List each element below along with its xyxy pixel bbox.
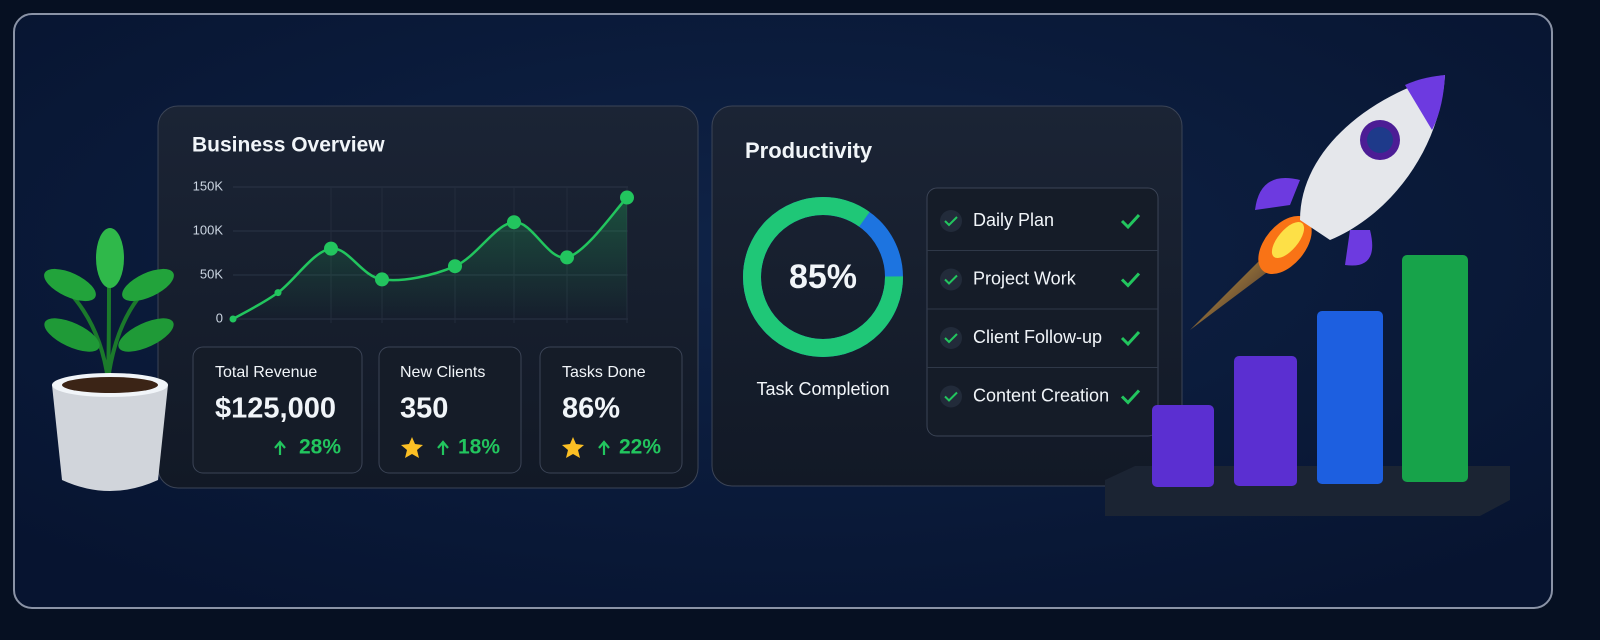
task-label: Project Work [973,268,1077,288]
task-label: Content Creation [973,385,1109,405]
up-arrow [437,440,449,455]
point [375,272,389,287]
done-icon [1120,389,1141,405]
point [507,215,521,230]
check-icon [944,391,958,402]
kpi-change: 22% [619,436,661,459]
kpi-value: 86% [562,393,620,425]
task-list: Daily Plan Project Work Client Follow-up Co… [927,210,1158,408]
point [324,241,338,256]
check-icon [944,216,958,227]
check-badge [940,210,962,232]
card-title: Productivity [745,138,873,163]
done-icon [1120,272,1141,288]
kpi-title: Tasks Done [562,364,646,381]
kpi-change: 28% [299,436,341,459]
kpi-card: New Clients 350 18% [378,346,522,474]
star-icon [401,437,423,458]
done-icon [1120,213,1141,230]
point [274,289,282,297]
area-glow [233,197,627,319]
kpi-box [192,346,363,474]
kpi-title: Total Revenue [215,364,317,381]
kpi-box [378,346,522,474]
point [448,259,462,274]
kpi-card: Tasks Done 86% 22% [539,346,683,474]
check-badge [940,385,962,408]
y-tick-label: 0 [216,310,223,325]
kpi-title: New Clients [400,364,485,381]
rocket-illustration [1190,75,1445,330]
bar-illustration [1105,255,1510,516]
chart-title: Business Overview [192,134,385,157]
up-arrow [274,440,286,455]
kpi-value: 350 [400,393,448,425]
check-badge [940,327,962,349]
point [620,190,634,205]
check-badge [940,268,962,291]
y-tick-label: 100K [193,222,224,237]
donut-arc [743,197,903,357]
point [560,250,574,265]
done-icon [1120,330,1141,347]
kpi-box [539,346,683,474]
plant-illustration [44,228,174,491]
star-icon [562,437,584,458]
check-icon [944,274,958,285]
point [229,315,237,323]
kpi-card: Total Revenue $125,000 28% [192,346,363,474]
up-arrow [598,440,610,455]
kpi-change: 18% [458,436,500,459]
check-icon [944,333,958,344]
y-tick-label: 50K [200,266,223,281]
kpi-value: $125,000 [215,393,336,425]
donut-label: 85% [789,258,857,296]
donut-caption: Task Completion [756,379,889,399]
y-tick-label: 150K [193,178,224,193]
line-chart: 0 50K 100K 150K [193,178,634,325]
task-label: Client Follow-up [973,327,1102,347]
task-label: Daily Plan [973,210,1054,230]
